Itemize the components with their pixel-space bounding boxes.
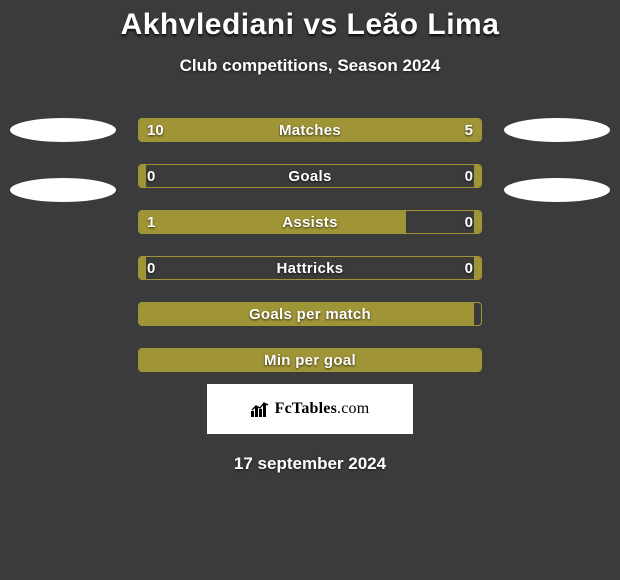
vs-text: vs — [303, 8, 337, 41]
stat-label: Matches — [139, 119, 481, 141]
bars-column: 105Matches 00Goals 10Assists 00Hattricks Goa… — [138, 118, 482, 372]
chart-area: 105Matches 00Goals 10Assists 00Hattricks Goa… — [0, 118, 620, 372]
player1-name: Akhvlediani — [121, 8, 295, 41]
player1-badge-oval — [10, 118, 116, 142]
stat-row: 10Assists — [138, 210, 482, 234]
comparison-infographic: Akhvlediani vs Leão Lima Club competitio… — [0, 0, 620, 474]
stat-row: Goals per match — [138, 302, 482, 326]
stat-label: Min per goal — [139, 349, 481, 371]
stat-row: 00Hattricks — [138, 256, 482, 280]
stat-row: 00Goals — [138, 164, 482, 188]
logo-chart-icon — [251, 401, 271, 417]
left-oval-column — [10, 118, 116, 202]
stat-label: Assists — [139, 211, 481, 233]
logo-brand-bold: FcTables — [275, 400, 337, 417]
player2-badge-oval — [504, 178, 610, 202]
page-title: Akhvlediani vs Leão Lima — [0, 8, 620, 42]
logo-text: FcTables.com — [275, 400, 370, 418]
subtitle: Club competitions, Season 2024 — [0, 56, 620, 76]
stat-label: Goals — [139, 165, 481, 187]
stat-row: 105Matches — [138, 118, 482, 142]
stat-row: Min per goal — [138, 348, 482, 372]
player2-name: Leão Lima — [347, 8, 500, 41]
right-oval-column — [504, 118, 610, 202]
player2-badge-oval — [504, 118, 610, 142]
logo-brand-light: .com — [337, 400, 369, 417]
fctables-logo: FcTables.com — [207, 384, 413, 434]
stat-label: Goals per match — [139, 303, 481, 325]
player1-badge-oval — [10, 178, 116, 202]
stat-label: Hattricks — [139, 257, 481, 279]
date-text: 17 september 2024 — [0, 454, 620, 474]
